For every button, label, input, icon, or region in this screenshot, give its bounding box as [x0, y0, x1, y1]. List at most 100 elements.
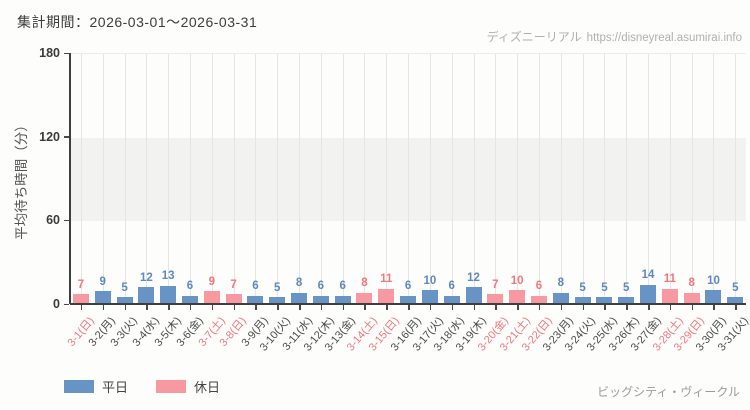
- plot-area: 7 3-1(日) 9 3-2(月) 5 3-3(火) 12 3-4(水) 13 3-5(木) 6 3-…: [65, 53, 750, 354]
- bar-weekday[interactable]: [421, 290, 438, 304]
- y-axis-tick: [64, 303, 69, 305]
- vertical-gridline: [713, 54, 715, 304]
- bar-weekday[interactable]: [574, 297, 591, 304]
- bar-holiday[interactable]: [530, 295, 547, 304]
- vertical-gridline: [386, 54, 388, 304]
- y-axis-tick-label: 0: [53, 297, 60, 311]
- x-axis-tick: [189, 304, 192, 310]
- x-axis-tick: [299, 304, 301, 310]
- chart-column: 6 3-18(水): [432, 54, 467, 354]
- bar-weekday[interactable]: [400, 295, 417, 304]
- bar-holiday[interactable]: [203, 291, 220, 304]
- bar-weekday[interactable]: [291, 292, 308, 304]
- x-axis-tick: [451, 304, 454, 310]
- chart-column: 6 3-12(木): [301, 54, 336, 354]
- x-axis-tick: [429, 304, 432, 310]
- y-axis-tick-label: 120: [39, 129, 60, 144]
- chart-column: 6 3-9(月): [240, 54, 271, 349]
- chart-column: 14 3-27(金): [628, 54, 664, 354]
- bar-weekday[interactable]: [443, 295, 460, 304]
- vertical-gridline: [233, 54, 235, 304]
- bar-value-label: 14: [641, 269, 655, 281]
- x-axis-tick: [538, 304, 541, 310]
- chart-column: 5 3-10(火): [258, 54, 293, 354]
- legend-swatch-holiday: [156, 380, 187, 393]
- x-axis-tick: [735, 304, 737, 310]
- bar-weekday[interactable]: [552, 292, 569, 304]
- vertical-gridline: [560, 54, 562, 304]
- bar-value-label: 12: [139, 271, 153, 284]
- legend: 平日 休日: [64, 377, 220, 396]
- bar-holiday[interactable]: [225, 294, 242, 304]
- legend-swatch-weekday: [64, 380, 94, 393]
- bar-weekday[interactable]: [705, 290, 722, 304]
- x-axis-tick: [669, 304, 672, 310]
- bar-weekday[interactable]: [269, 297, 286, 304]
- bar-weekday[interactable]: [618, 297, 635, 304]
- bar-weekday[interactable]: [312, 295, 329, 304]
- x-axis-tick: [364, 304, 366, 310]
- bar-weekday[interactable]: [247, 295, 264, 304]
- x-axis-tick: [342, 304, 345, 310]
- vertical-gridline: [189, 54, 191, 304]
- bar-value-label: 5: [732, 281, 739, 294]
- bar-weekday[interactable]: [727, 297, 744, 304]
- bar-weekday[interactable]: [465, 287, 482, 304]
- vertical-gridline: [538, 54, 540, 304]
- bar-holiday[interactable]: [72, 294, 89, 304]
- chart-column: 10 3-21(土): [498, 54, 533, 354]
- chart-column: 5 3-3(火): [109, 54, 140, 349]
- bar-weekday[interactable]: [116, 297, 133, 304]
- bar-weekday[interactable]: [181, 295, 198, 304]
- vertical-gridline: [648, 54, 650, 304]
- bar-value-label: 12: [467, 271, 480, 284]
- bar-holiday[interactable]: [661, 288, 678, 304]
- x-axis-tick: [80, 304, 83, 310]
- chart-column: 6 3-6(金): [174, 54, 205, 349]
- vertical-gridline: [451, 54, 453, 304]
- legend-item-holiday[interactable]: 休日: [156, 377, 220, 396]
- bar-value-label: 10: [423, 274, 437, 287]
- x-axis-tick: [517, 304, 519, 310]
- x-axis-tick: [495, 304, 497, 310]
- bar-holiday[interactable]: [356, 292, 373, 304]
- x-axis-tick: [233, 304, 236, 310]
- vertical-gridline: [299, 54, 301, 304]
- chart-column: 11 3-15(日): [367, 54, 402, 354]
- y-axis-tick: [64, 136, 69, 138]
- vertical-gridline: [342, 54, 344, 304]
- vertical-gridline: [582, 54, 584, 304]
- bar-holiday[interactable]: [683, 292, 700, 304]
- vertical-gridline: [168, 54, 170, 304]
- x-axis-tick: [255, 304, 257, 310]
- x-axis-tick: [626, 304, 628, 310]
- chart-column: 9 3-7(土): [196, 54, 227, 349]
- chart-column: 8 3-23(月): [541, 54, 576, 354]
- chart-column: 10 3-30(月): [694, 54, 729, 354]
- bar-weekday[interactable]: [334, 295, 351, 304]
- bar-weekday[interactable]: [94, 291, 111, 304]
- y-axis-tick-label: 180: [39, 46, 60, 60]
- bar-weekday[interactable]: [138, 287, 155, 304]
- chart-column: 7 3-20(金): [476, 54, 511, 354]
- bar-weekday[interactable]: [596, 297, 613, 304]
- chart-column: 5 3-31(火): [716, 54, 750, 354]
- legend-label: 平日: [102, 380, 129, 395]
- chart-column: 11 3-28(土): [650, 54, 685, 354]
- vertical-gridline: [80, 54, 82, 304]
- y-axis-tick: [64, 219, 69, 222]
- chart-column: 6 3-13(金): [323, 54, 358, 354]
- chart-column: 7 3-1(日): [65, 54, 96, 349]
- bar-holiday[interactable]: [509, 290, 526, 304]
- bar-weekday[interactable]: [640, 284, 657, 304]
- chart-column: 13 3-5(木): [152, 54, 184, 349]
- bar-weekday[interactable]: [160, 285, 177, 304]
- bar-columns: 7 3-1(日) 9 3-2(月) 5 3-3(火) 12 3-4(水) 13 3-5(木) 6 3-…: [65, 54, 750, 354]
- x-axis-tick: [691, 304, 694, 310]
- bar-holiday[interactable]: [378, 288, 395, 304]
- watermark: ディズニーリアル https://disneyreal.asumirai.info: [487, 28, 742, 46]
- legend-item-weekday[interactable]: 平日: [64, 377, 128, 396]
- bar-holiday[interactable]: [487, 294, 504, 304]
- x-axis-tick: [648, 304, 650, 310]
